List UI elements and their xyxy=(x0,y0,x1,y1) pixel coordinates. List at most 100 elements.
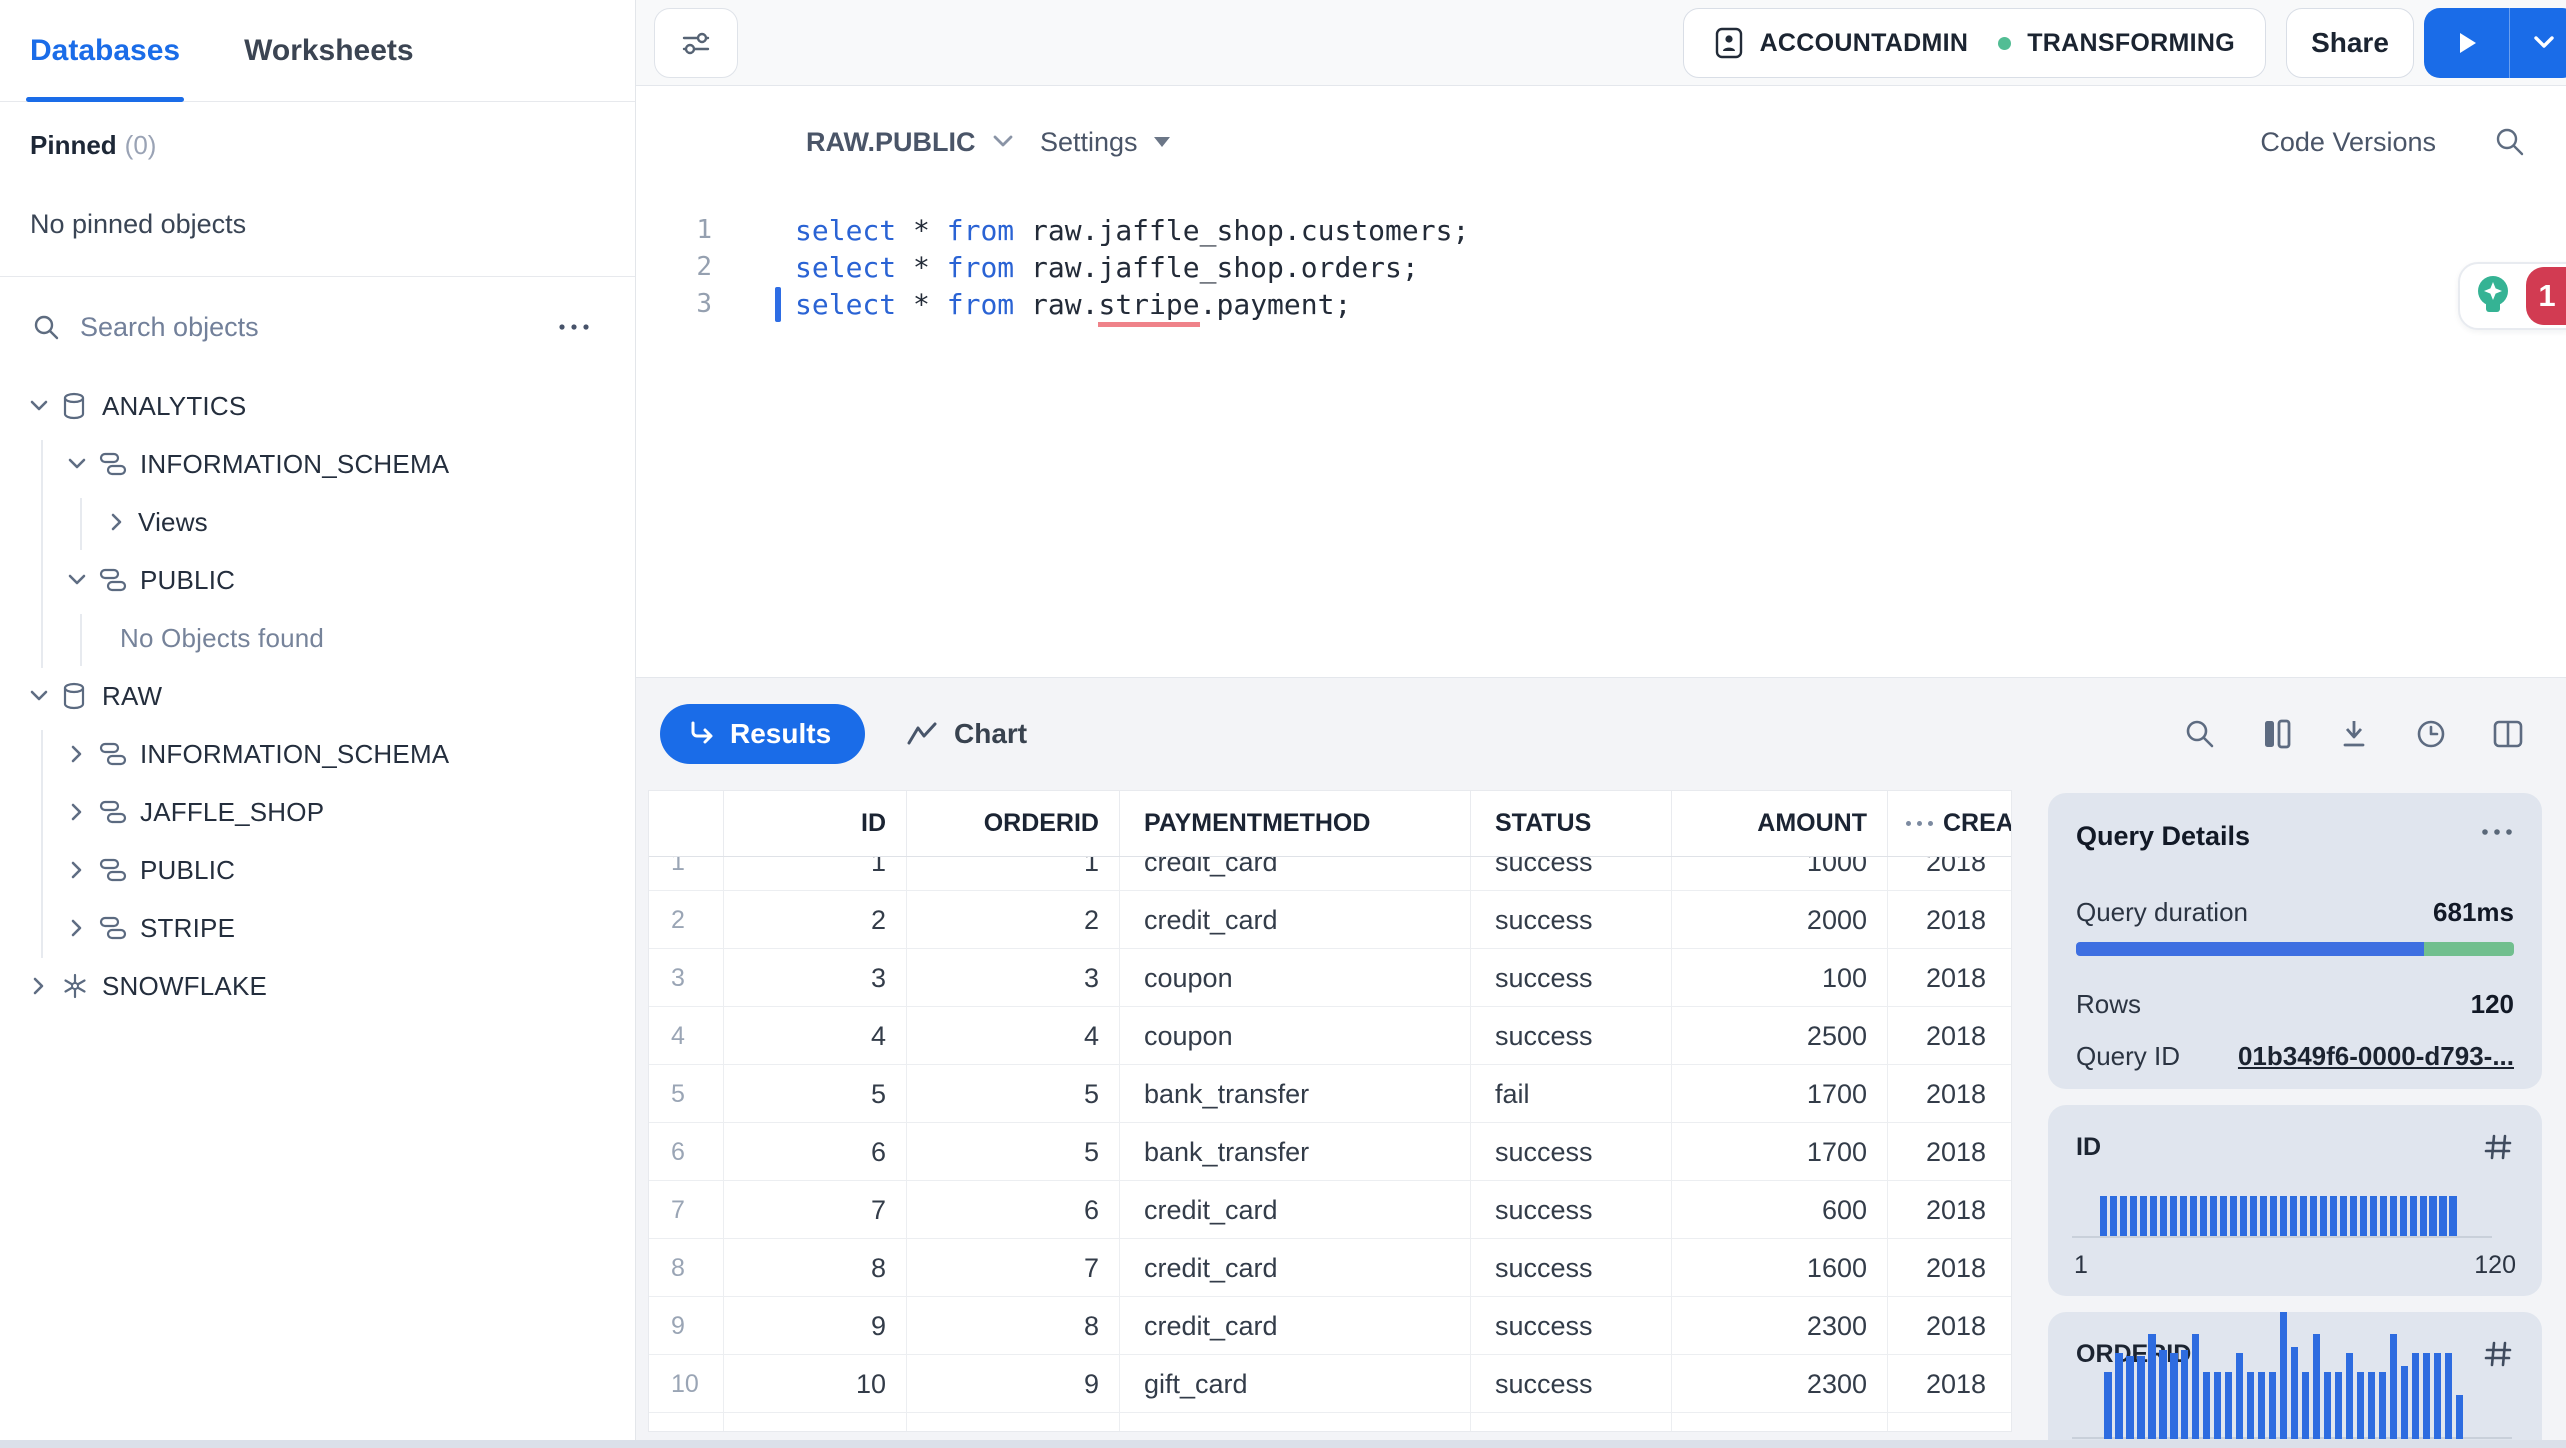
table-row[interactable]: 2 2 2 credit_card success 2000 2018 xyxy=(649,891,2011,949)
table-row[interactable]: 5 5 5 bank_transfer fail 1700 2018 xyxy=(649,1065,2011,1123)
tree-item-public[interactable]: PUBLIC xyxy=(0,551,635,609)
chevron-down-icon[interactable] xyxy=(64,567,98,593)
tree-item-information-schema[interactable]: INFORMATION_SCHEMA xyxy=(0,435,635,493)
error-count-badge[interactable]: 1 xyxy=(2526,267,2566,325)
cell-paymentmethod[interactable]: credit_card xyxy=(1120,891,1471,949)
column-header-orderid[interactable]: ORDERID xyxy=(907,791,1120,856)
cell-status[interactable]: success xyxy=(1471,1181,1672,1239)
sidebar-more-icon[interactable] xyxy=(557,322,591,332)
cell-orderid[interactable]: 2 xyxy=(907,891,1120,949)
cell-status[interactable]: fail xyxy=(1471,1065,1672,1123)
column-header-amount[interactable]: AMOUNT xyxy=(1672,791,1888,856)
split-view-icon[interactable] xyxy=(2490,716,2526,752)
cell-id[interactable]: 4 xyxy=(724,1007,907,1065)
tree-item-views[interactable]: Views xyxy=(0,493,635,551)
cell-status[interactable]: success xyxy=(1471,1123,1672,1181)
chevron-down-icon[interactable] xyxy=(26,683,60,709)
cell-status[interactable]: success xyxy=(1471,1239,1672,1297)
cell-id[interactable]: 9 xyxy=(724,1297,907,1355)
tree-item-raw[interactable]: RAW xyxy=(0,667,635,725)
cell-created[interactable]: 2018 xyxy=(1926,1252,1987,1283)
cell-amount[interactable]: 1700 xyxy=(1672,1065,1888,1123)
cell-id[interactable]: 3 xyxy=(724,949,907,1007)
run-options-button[interactable] xyxy=(2510,8,2566,78)
cell-status[interactable]: success xyxy=(1471,1355,1672,1413)
cell-created[interactable]: 2018 xyxy=(1926,1310,1987,1341)
cell-created[interactable]: 2018 xyxy=(1926,1194,1987,1225)
history-icon[interactable] xyxy=(2413,716,2449,752)
tab-worksheets[interactable]: Worksheets xyxy=(244,0,414,101)
table-row[interactable]: 6 6 5 bank_transfer success 1700 2018 xyxy=(649,1123,2011,1181)
tree-item-public[interactable]: PUBLIC xyxy=(0,841,635,899)
cell-orderid[interactable]: 1 xyxy=(907,857,1120,890)
cell-paymentmethod[interactable]: bank_transfer xyxy=(1120,1123,1471,1181)
run-button[interactable] xyxy=(2424,8,2510,78)
chevron-right-icon[interactable] xyxy=(64,741,98,767)
column-header-id[interactable]: ID xyxy=(724,791,907,856)
lightbulb-suggestion-icon[interactable] xyxy=(2470,271,2516,321)
code-line-3[interactable]: 3 select * from raw.stripe.payment; xyxy=(636,286,2566,327)
cell-created[interactable]: 2018 xyxy=(1926,1136,1987,1167)
cell-amount[interactable]: 1000 xyxy=(1672,857,1888,890)
cell-id[interactable]: 5 xyxy=(724,1065,907,1123)
tab-databases[interactable]: Databases xyxy=(26,0,185,102)
cell-orderid[interactable]: 7 xyxy=(907,1239,1120,1297)
database-schema-selector[interactable]: RAW.PUBLIC xyxy=(806,110,1016,174)
code-versions-link[interactable]: Code Versions xyxy=(2260,126,2436,157)
query-id-link[interactable]: 01b349f6-0000-d793-... xyxy=(2237,1040,2514,1071)
column-header-paymentmethod[interactable]: PAYMENTMETHOD xyxy=(1120,791,1471,856)
table-row[interactable]: 7 7 6 credit_card success 600 2018 xyxy=(649,1181,2011,1239)
cell-orderid[interactable]: 9 xyxy=(907,1355,1120,1413)
chevron-down-icon[interactable] xyxy=(64,451,98,477)
cell-status[interactable]: success xyxy=(1471,949,1672,1007)
cell-orderid[interactable]: 6 xyxy=(907,1181,1120,1239)
tab-chart[interactable]: Chart xyxy=(906,704,1027,764)
editor-toolbar-toggle-button[interactable] xyxy=(654,8,738,78)
cell-orderid[interactable]: 4 xyxy=(907,1007,1120,1065)
cell-created[interactable]: 2018 xyxy=(1926,1078,1987,1109)
chevron-down-icon[interactable] xyxy=(26,393,60,419)
cell-created[interactable]: 2018 xyxy=(1926,1368,1987,1399)
cell-paymentmethod[interactable]: credit_card xyxy=(1120,1297,1471,1355)
settings-dropdown[interactable]: Settings xyxy=(1040,110,1170,174)
cell-created[interactable]: 2018 xyxy=(1926,1020,1987,1051)
cell-amount[interactable]: 2000 xyxy=(1672,891,1888,949)
table-row[interactable]: 1 1 1 credit_card success 1000 2018 xyxy=(649,857,2011,891)
code-line-1[interactable]: 1 select * from raw.jaffle_shop.customers… xyxy=(636,212,2566,249)
cell-orderid[interactable]: 8 xyxy=(907,1297,1120,1355)
cell-created[interactable]: 2018 xyxy=(1926,962,1987,993)
cell-id[interactable]: 10 xyxy=(724,1355,907,1413)
cell-status[interactable]: success xyxy=(1471,1007,1672,1065)
chevron-right-icon[interactable] xyxy=(64,857,98,883)
cell-orderid[interactable]: 5 xyxy=(907,1123,1120,1181)
code-line-2[interactable]: 2 select * from raw.jaffle_shop.orders; xyxy=(636,249,2566,286)
cell-paymentmethod[interactable]: credit_card xyxy=(1120,1239,1471,1297)
cell-amount[interactable]: 100 xyxy=(1672,949,1888,1007)
table-row[interactable]: 9 9 8 credit_card success 2300 2018 xyxy=(649,1297,2011,1355)
context-selector[interactable]: ACCOUNTADMIN TRANSFORMING xyxy=(1682,8,2266,78)
more-columns-icon[interactable] xyxy=(1906,821,1933,826)
cell-amount[interactable]: 1600 xyxy=(1672,1239,1888,1297)
cell-id[interactable]: 2 xyxy=(724,891,907,949)
cell-orderid[interactable]: 3 xyxy=(907,949,1120,1007)
cell-amount[interactable]: 2300 xyxy=(1672,1297,1888,1355)
tree-item-analytics[interactable]: ANALYTICS xyxy=(0,377,635,435)
table-row[interactable]: 8 8 7 credit_card success 1600 2018 xyxy=(649,1239,2011,1297)
chevron-right-icon[interactable] xyxy=(26,973,60,999)
cell-id[interactable]: 7 xyxy=(724,1181,907,1239)
cell-id[interactable]: 1 xyxy=(724,857,907,890)
horizontal-scrollbar[interactable] xyxy=(0,1440,2566,1448)
cell-paymentmethod[interactable]: coupon xyxy=(1120,949,1471,1007)
cell-amount[interactable]: 600 xyxy=(1672,1181,1888,1239)
table-row[interactable]: 10 10 9 gift_card success 2300 2018 xyxy=(649,1355,2011,1413)
cell-amount[interactable]: 2300 xyxy=(1672,1355,1888,1413)
cell-amount[interactable]: 2500 xyxy=(1672,1007,1888,1065)
cell-paymentmethod[interactable]: credit_card xyxy=(1120,857,1471,890)
chevron-right-icon[interactable] xyxy=(64,915,98,941)
cell-status[interactable]: success xyxy=(1471,857,1672,890)
editor-search-icon[interactable] xyxy=(2492,124,2528,160)
cell-status[interactable]: success xyxy=(1471,891,1672,949)
share-button[interactable]: Share xyxy=(2286,8,2414,78)
search-icon[interactable] xyxy=(2182,716,2218,752)
cell-paymentmethod[interactable]: gift_card xyxy=(1120,1355,1471,1413)
